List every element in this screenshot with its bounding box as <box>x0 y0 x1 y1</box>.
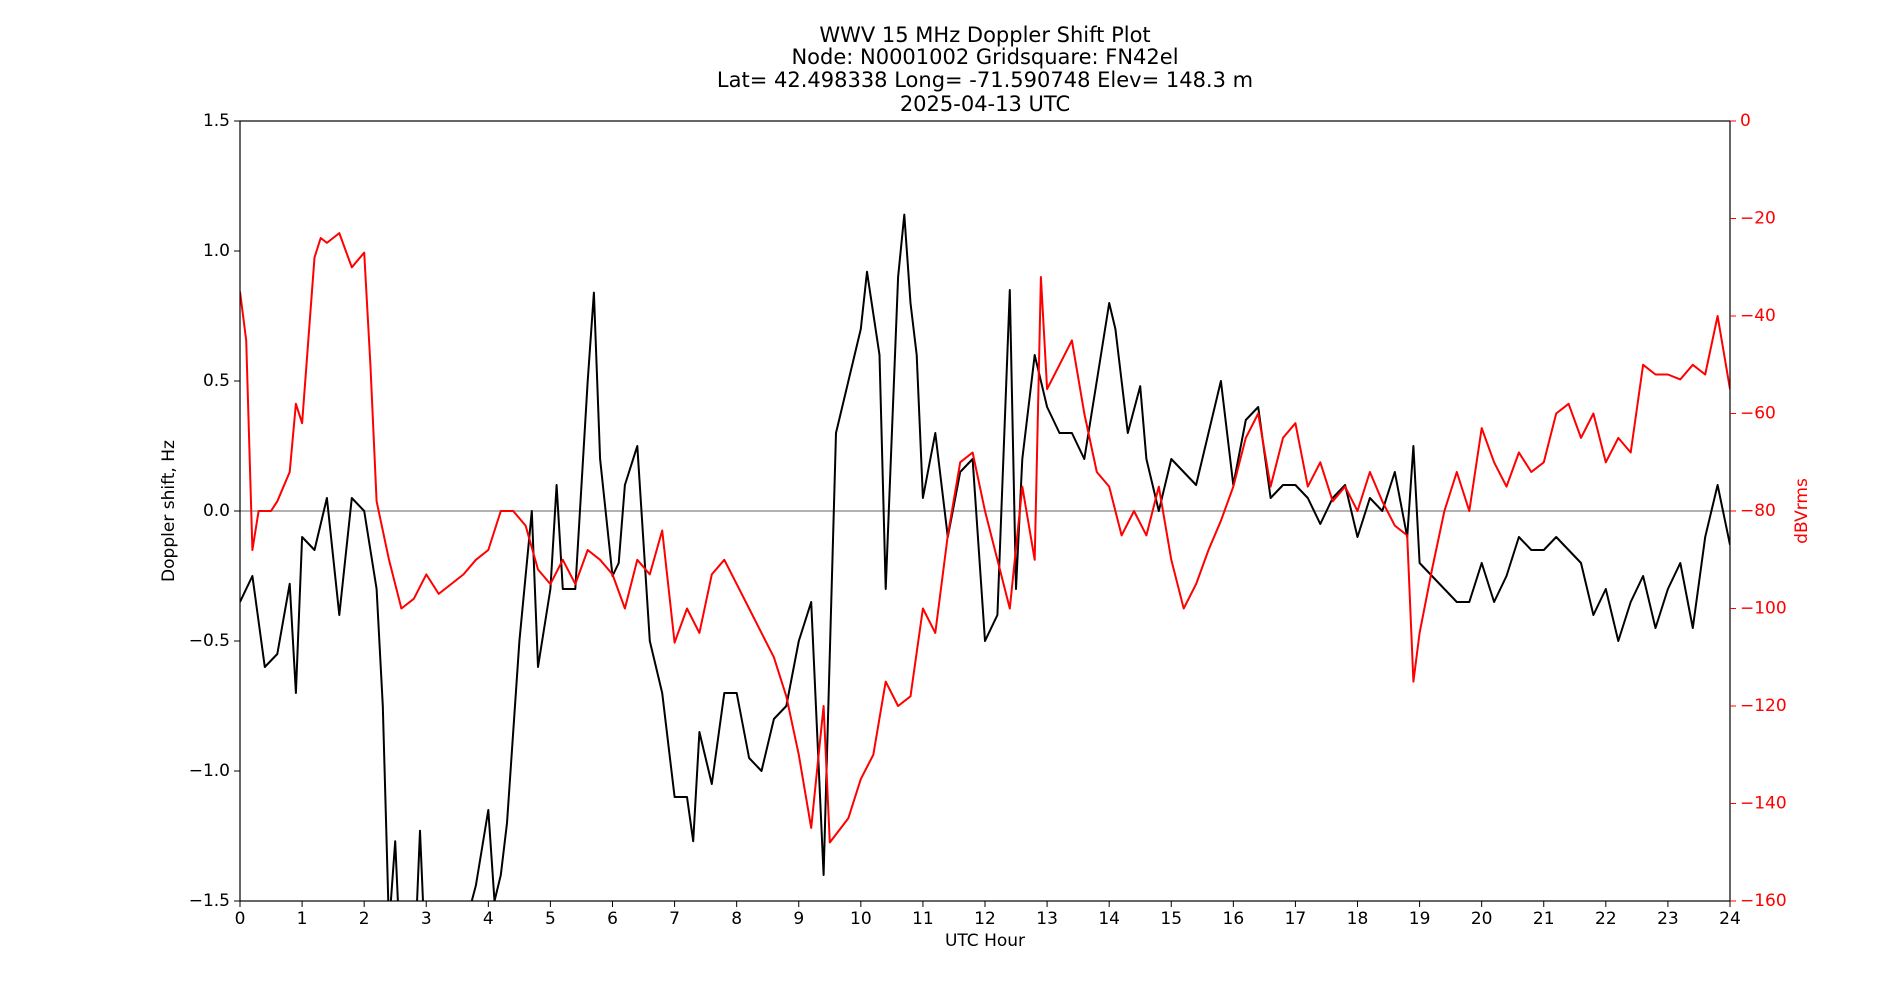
chart-subtitle: Node: N0001002 Gridsquare: FN42el <box>791 45 1178 69</box>
x-tick-label: 9 <box>793 909 804 929</box>
y2-tick-label: −40 <box>1740 306 1776 326</box>
x-tick-label: 8 <box>731 909 742 929</box>
y-tick-label: −1.0 <box>189 761 230 781</box>
plot-area <box>240 213 1730 901</box>
y-axis-label: Doppler shift, Hz <box>159 440 179 582</box>
y2-tick-label: 0 <box>1740 111 1751 131</box>
x-tick-label: 15 <box>1160 909 1182 929</box>
data-line <box>240 213 1730 901</box>
x-tick-label: 23 <box>1657 909 1679 929</box>
x-tick-label: 0 <box>235 909 246 929</box>
y-tick-label: 1.0 <box>203 241 230 261</box>
x-tick-label: 20 <box>1471 909 1493 929</box>
y-tick-label: 1.5 <box>203 111 230 131</box>
y2-tick-label: −20 <box>1740 209 1776 229</box>
y2-axis-label: dBVrms <box>1792 478 1812 544</box>
chart-subtitle: Lat= 42.498338 Long= -71.590748 Elev= 14… <box>717 68 1253 92</box>
x-tick-label: 22 <box>1595 909 1617 929</box>
x-tick-label: 19 <box>1409 909 1431 929</box>
x-axis-label: UTC Hour <box>945 931 1025 951</box>
data-line <box>240 232 1730 844</box>
y2-tick-label: −160 <box>1740 891 1787 911</box>
x-tick-label: 17 <box>1285 909 1307 929</box>
x-tick-label: 21 <box>1533 909 1555 929</box>
x-tick-label: 4 <box>483 909 494 929</box>
x-tick-label: 12 <box>974 909 996 929</box>
x-tick-label: 24 <box>1719 909 1741 929</box>
x-tick-label: 2 <box>359 909 370 929</box>
y-tick-label: −0.5 <box>189 631 230 651</box>
x-tick-label: 13 <box>1036 909 1058 929</box>
y2-tick-label: −120 <box>1740 696 1787 716</box>
y2-tick-label: −80 <box>1740 501 1776 521</box>
x-tick-label: 16 <box>1223 909 1245 929</box>
y-tick-label: 0.0 <box>203 501 230 521</box>
x-tick-label: 1 <box>297 909 308 929</box>
x-tick-label: 14 <box>1098 909 1120 929</box>
y-tick-label: −1.5 <box>189 891 230 911</box>
x-tick-label: 18 <box>1347 909 1369 929</box>
x-tick-label: 11 <box>912 909 934 929</box>
x-tick-label: 3 <box>421 909 432 929</box>
y2-tick-label: −60 <box>1740 404 1776 424</box>
y2-tick-label: −100 <box>1740 599 1787 619</box>
chart-title: WWV 15 MHz Doppler Shift Plot <box>819 23 1150 47</box>
x-tick-label: 6 <box>607 909 618 929</box>
x-tick-label: 5 <box>545 909 556 929</box>
x-tick-label: 7 <box>669 909 680 929</box>
x-tick-label: 10 <box>850 909 872 929</box>
chart-subtitle: 2025-04-13 UTC <box>900 92 1070 116</box>
y2-tick-label: −140 <box>1740 794 1787 814</box>
y-tick-label: 0.5 <box>203 371 230 391</box>
